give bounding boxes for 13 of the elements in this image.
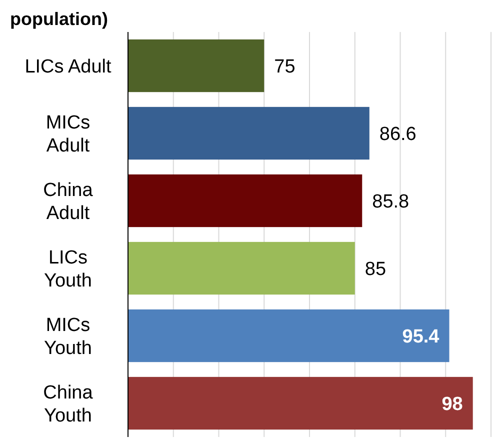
data-label: 98 <box>442 394 463 415</box>
data-label: 75 <box>274 56 296 78</box>
data-label: 95.4 <box>402 326 440 348</box>
y-tick-label: LICs Adult <box>24 56 112 78</box>
chart-title: population) <box>10 9 108 29</box>
data-label: 86.6 <box>379 124 416 145</box>
y-tick-label: China Youth <box>43 382 94 426</box>
y-tick-label: LICs Youth <box>44 247 92 292</box>
y-tick-label: China Adult <box>43 180 94 224</box>
y-tick-label: MICs Adult <box>46 112 90 156</box>
data-label: 85.8 <box>372 191 410 212</box>
data-label: 85 <box>364 258 386 280</box>
y-tick-label: MICs Youth <box>44 314 92 359</box>
